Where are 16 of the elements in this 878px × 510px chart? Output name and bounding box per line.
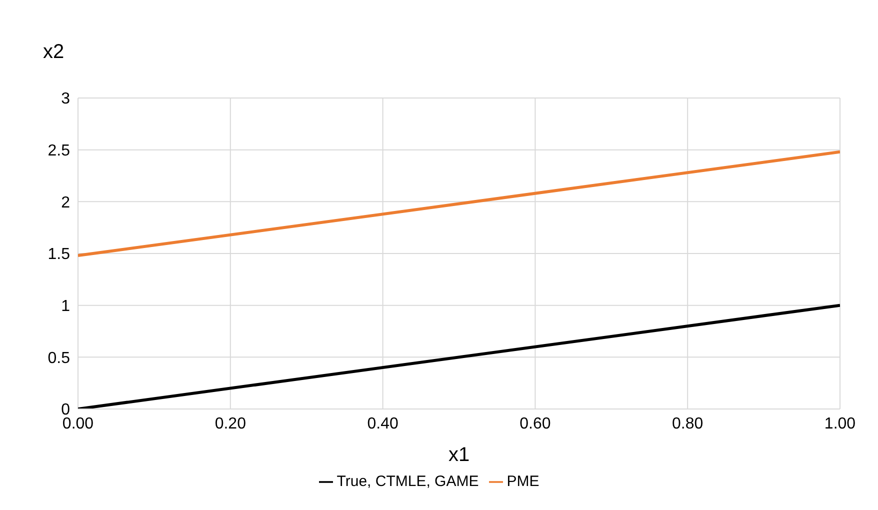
y-tick-label: 2.5: [48, 142, 70, 160]
x-tick-label: 0.80: [672, 415, 704, 432]
y-tick-label: 3: [61, 90, 70, 108]
y-tick-label: 1: [61, 298, 70, 316]
y-tick-label: 1.5: [48, 246, 70, 264]
y-axis-title: x2: [43, 41, 64, 63]
x-axis-title: x1: [448, 444, 470, 466]
x-tick-label: 0.60: [520, 415, 551, 432]
x-tick-label: 0.40: [367, 415, 398, 432]
y-tick-label: 2: [61, 194, 70, 212]
y-tick-label: 0.5: [48, 350, 70, 367]
x-tick-label: 1.00: [824, 415, 856, 432]
legend-label: PME: [506, 473, 540, 490]
legend-label: True, CTMLE, GAME: [336, 473, 479, 490]
x-tick-label: 0.20: [214, 415, 246, 432]
x-tick-label: 0.00: [62, 415, 94, 432]
